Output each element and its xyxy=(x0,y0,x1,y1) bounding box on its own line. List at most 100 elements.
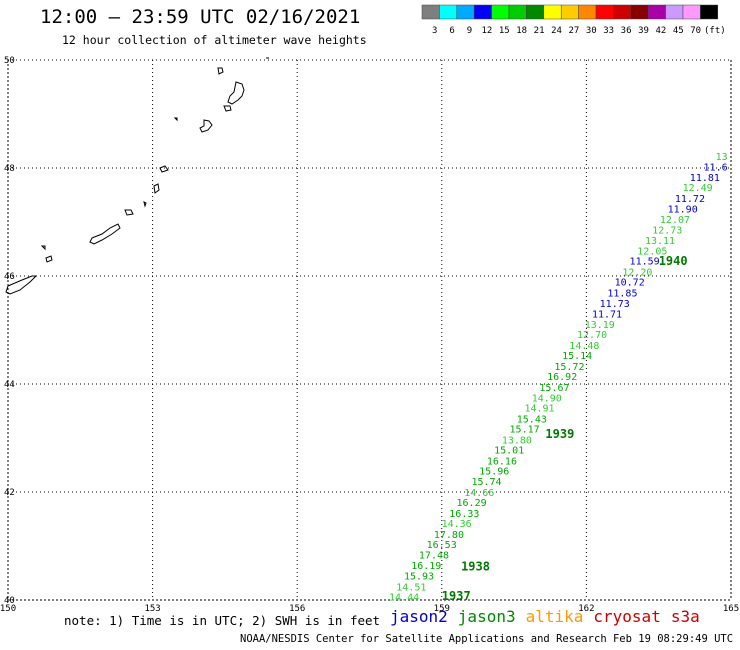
swh-value-label: 14.36 xyxy=(442,519,472,530)
swh-value-label: 16.33 xyxy=(449,509,479,520)
swh-value-label: 11.90 xyxy=(668,204,698,215)
legend-label: 15 xyxy=(499,26,510,36)
time-label: 1939 xyxy=(545,427,574,441)
swh-value-label: 11.81 xyxy=(690,173,720,184)
legend-label: 18 xyxy=(516,26,527,36)
legend-label: 27 xyxy=(568,26,579,36)
swh-value-label: 14.66 xyxy=(464,488,494,499)
island-outline xyxy=(153,183,160,194)
map-frame xyxy=(7,59,732,601)
time-label: 1940 xyxy=(659,254,688,268)
swh-value-label: 13.80 xyxy=(502,435,532,446)
legend-label: 21 xyxy=(534,26,545,36)
lon-tick-label: 150 xyxy=(0,604,16,614)
swh-value-label: 15.74 xyxy=(471,477,501,488)
legend-unit: (ft) xyxy=(704,26,726,36)
legend-label: 39 xyxy=(638,26,649,36)
satellite-legend: jason2 jason3 altika cryosat s3a xyxy=(390,607,710,626)
island-outline xyxy=(124,209,134,216)
island-outline xyxy=(159,165,169,173)
swh-value-label: 15.72 xyxy=(554,362,584,373)
map-title: 12:00 — 23:59 UTC 02/16/2021 xyxy=(40,6,361,28)
swh-value-label: 14.90 xyxy=(532,393,562,404)
swh-value-label: 14.44 xyxy=(389,593,419,604)
island-outline xyxy=(143,201,147,208)
swh-value-label: 16.16 xyxy=(487,456,517,467)
legend-label: 24 xyxy=(551,26,562,36)
island-outline xyxy=(199,119,213,133)
swh-value-label: 12.70 xyxy=(577,330,607,341)
map-subtitle: 12 hour collection of altimeter wave hei… xyxy=(62,33,367,47)
swh-value-label: 11.71 xyxy=(592,310,622,321)
legend-label: 6 xyxy=(449,26,454,36)
swh-value-label: 15.96 xyxy=(479,467,509,478)
swh-value-label: 11.73 xyxy=(600,299,630,310)
footer-note: note: 1) Time is in UTC; 2) SWH is in fe… xyxy=(64,613,381,628)
swh-value-label: 12.73 xyxy=(652,225,682,236)
satellite-cryosat: cryosat xyxy=(593,607,661,626)
swh-value-label: 17.80 xyxy=(434,530,464,541)
lon-tick-label: 162 xyxy=(578,604,594,614)
swh-value-label: 10.72 xyxy=(615,278,645,289)
island-outline xyxy=(5,275,38,295)
swh-value-label: 12.05 xyxy=(637,246,667,257)
legend-label: 36 xyxy=(621,26,632,36)
legend-label: 30 xyxy=(586,26,597,36)
island-outline xyxy=(223,105,232,112)
legend-label: 9 xyxy=(467,26,472,36)
swh-value-label: 16.92 xyxy=(547,372,577,383)
swh-value-label: 14.48 xyxy=(569,341,599,352)
satellite-jason3: jason3 xyxy=(457,607,516,626)
swh-value-label: 17.48 xyxy=(419,550,449,561)
swh-value-label: 12.49 xyxy=(683,183,713,194)
satellite-altika: altika xyxy=(525,607,584,626)
swh-value-label: 13 xyxy=(716,152,728,163)
swh-value-label: 14.91 xyxy=(524,404,554,415)
swh-value-label: 16.19 xyxy=(411,561,441,572)
legend-label: 3 xyxy=(432,26,437,36)
swh-value-label: 11.72 xyxy=(675,194,705,205)
island-outline xyxy=(89,223,121,245)
island-outline xyxy=(227,81,245,105)
coastline-kuril-islands xyxy=(5,57,269,295)
legend-label: 42 xyxy=(655,26,666,36)
island-outline xyxy=(40,245,46,251)
footer-credit: NOAA/NESDIS Center for Satellite Applica… xyxy=(240,633,740,645)
time-labels: 1937 1938 1939 1940 xyxy=(442,254,688,603)
satellite-s3a: s3a xyxy=(670,607,700,626)
swh-value-label: 16.53 xyxy=(427,540,457,551)
satellite-jason2: jason2 xyxy=(390,607,448,626)
lon-tick-label: 156 xyxy=(289,604,305,614)
legend-label: 70 xyxy=(690,26,701,36)
swh-value-label: 12.07 xyxy=(660,215,690,226)
swh-value-label: 11.6 xyxy=(704,163,728,174)
island-outline xyxy=(45,255,53,263)
lon-tick-label: 165 xyxy=(723,604,739,614)
swh-value-label: 15.67 xyxy=(539,383,569,394)
island-outline xyxy=(173,117,178,122)
swh-value-label: 14.51 xyxy=(396,582,426,593)
swh-value-label: 13.11 xyxy=(645,236,675,247)
lat-tick-label: 44 xyxy=(4,380,15,390)
swh-value-label: 13.19 xyxy=(585,320,615,331)
swh-value-label: 16.29 xyxy=(457,498,487,509)
lat-tick-label: 42 xyxy=(4,488,15,498)
lat-tick-label: 50 xyxy=(4,56,15,66)
swh-color-legend: 3 6 9 12 15 18 21 24 27 30 33 36 39 42 45 70 (ft) xyxy=(421,4,726,36)
altimeter-swh-points: 1311.611.8112.4911.7211.9012.0712.7313.1… xyxy=(389,152,728,604)
lon-tick-label: 153 xyxy=(144,604,160,614)
legend-swatch xyxy=(700,4,719,20)
lat-lon-grid: 150 153 156 159 162 165 40 42 44 46 48 50 xyxy=(0,56,739,614)
legend-label: 33 xyxy=(603,26,614,36)
lon-tick-label: 159 xyxy=(434,604,450,614)
swh-value-label: 15.17 xyxy=(510,425,540,436)
swh-value-label: 15.43 xyxy=(517,414,547,425)
swh-value-label: 11.59 xyxy=(630,257,660,268)
lat-tick-label: 46 xyxy=(4,272,15,282)
legend-label: 12 xyxy=(481,26,492,36)
time-label: 1938 xyxy=(461,559,490,573)
time-label: 1937 xyxy=(442,589,471,603)
legend-label: 45 xyxy=(673,26,684,36)
